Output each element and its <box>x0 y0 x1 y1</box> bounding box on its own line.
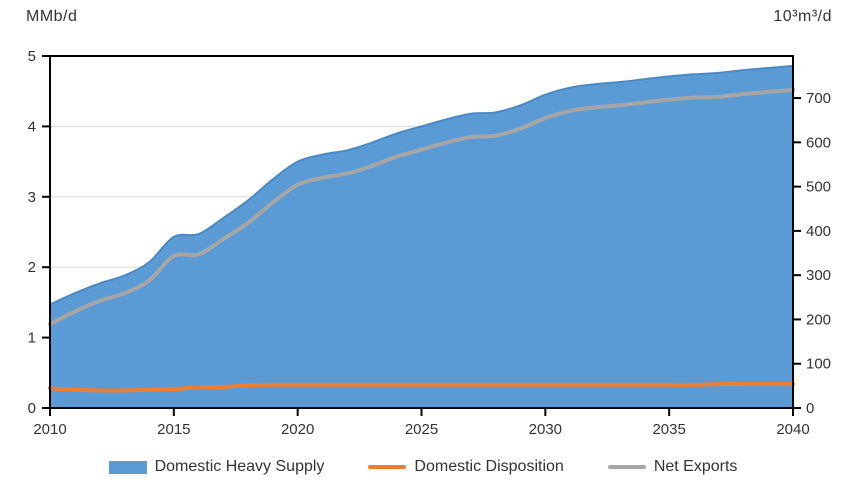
series-line-domestic-disposition <box>48 382 795 393</box>
right-axis-tick-label: 700 <box>806 90 831 107</box>
x-axis-tick-label: 2025 <box>405 421 438 438</box>
left-axis-tick-label: 3 <box>28 189 36 206</box>
left-axis-tick-label: 0 <box>28 400 36 417</box>
x-axis-tick-label: 2030 <box>529 421 562 438</box>
x-axis-tick-label: 2035 <box>652 421 685 438</box>
series-line-net-exports <box>48 87 795 327</box>
left-axis-tick-label: 5 <box>28 48 36 65</box>
left-axis-tick-label: 1 <box>28 330 36 347</box>
legend-area-swatch <box>108 460 147 474</box>
legend-item-domestic-disposition: Domestic Disposition <box>368 458 564 476</box>
left-axis-unit-label: MMb/d <box>26 8 78 25</box>
right-axis-tick-label: 600 <box>806 134 831 151</box>
series-area-domestic-heavy-supply <box>50 65 793 409</box>
right-axis-tick-label: 100 <box>806 356 831 373</box>
legend-item-net-exports: Net Exports <box>607 458 738 476</box>
legend-label: Net Exports <box>653 458 738 475</box>
series-area-edge <box>49 64 794 306</box>
right-axis-tick-label: 500 <box>806 179 831 196</box>
right-axis-tick-label: 300 <box>806 267 831 284</box>
right-axis-tick-label: 0 <box>806 400 814 417</box>
x-axis-tick-label: 2015 <box>157 421 190 438</box>
x-axis-tick-label: 2020 <box>281 421 314 438</box>
legend: Domestic Heavy Supply Domestic Dispositio… <box>0 458 846 476</box>
right-axis-unit-label: 10³m³/d <box>773 8 832 25</box>
x-axis-tick-label: 2040 <box>776 421 809 438</box>
legend-item-domestic-heavy-supply: Domestic Heavy Supply <box>108 458 325 476</box>
legend-label: Domestic Heavy Supply <box>154 458 325 475</box>
right-axis-tick-label: 200 <box>806 311 831 328</box>
left-axis-tick-label: 2 <box>28 259 36 276</box>
right-axis-tick-label: 400 <box>806 223 831 240</box>
legend-label: Domestic Disposition <box>414 458 564 475</box>
legend-line-swatch <box>368 465 407 469</box>
left-axis-tick-label: 4 <box>28 118 36 135</box>
plot-border <box>49 55 794 409</box>
plot-area: 0 1 2 3 4 5 0 100 200 300 400 500 600 700 2010 2015 2020… <box>28 48 831 438</box>
legend-line-swatch <box>607 465 646 469</box>
x-axis-tick-label: 2010 <box>33 421 66 438</box>
